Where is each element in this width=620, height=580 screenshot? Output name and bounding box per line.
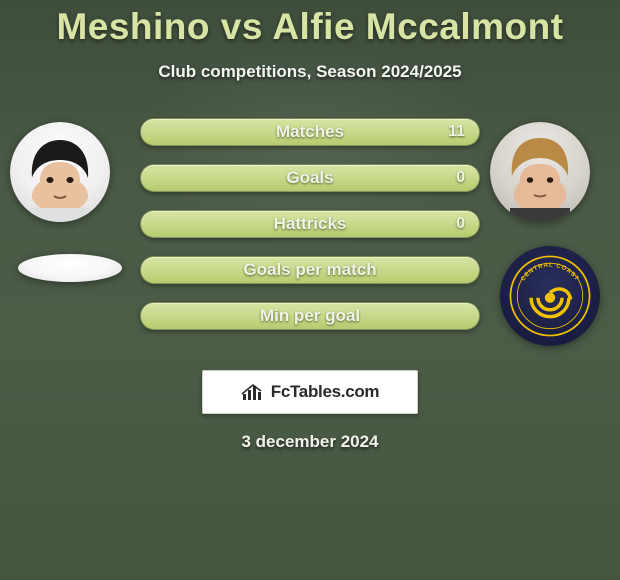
- stat-label: Goals per match: [243, 257, 376, 283]
- comparison-area: CENTRAL COAST Matches 11 Goals 0 Hattric…: [0, 114, 620, 364]
- infographic: Meshino vs Alfie Mccalmont Club competit…: [0, 0, 620, 580]
- stat-bar-goals: Goals 0: [140, 164, 480, 192]
- stat-label: Matches: [276, 119, 344, 145]
- stat-value: 0: [456, 211, 465, 237]
- date-text: 3 december 2024: [0, 432, 620, 452]
- page-title: Meshino vs Alfie Mccalmont: [0, 6, 620, 48]
- svg-text:CENTRAL COAST: CENTRAL COAST: [520, 263, 579, 283]
- player-right-avatar: [490, 122, 590, 222]
- stat-bar-min-per-goal: Min per goal: [140, 302, 480, 330]
- player-left-avatar: [10, 122, 110, 222]
- stat-label: Hattricks: [274, 211, 347, 237]
- stat-bar-hattricks: Hattricks 0: [140, 210, 480, 238]
- stat-label: Min per goal: [260, 303, 360, 329]
- stat-value: 11: [448, 119, 465, 145]
- subtitle: Club competitions, Season 2024/2025: [0, 62, 620, 82]
- mariners-crest-icon: CENTRAL COAST: [507, 253, 593, 339]
- stat-bar-matches: Matches 11: [140, 118, 480, 146]
- source-logo-text: FcTables.com: [271, 382, 380, 402]
- club-right-badge: CENTRAL COAST: [500, 246, 600, 346]
- player-right-face-icon: [490, 122, 590, 222]
- bar-chart-icon: [241, 382, 265, 402]
- stat-label: Goals: [286, 165, 333, 191]
- stat-value: 0: [456, 165, 465, 191]
- source-logo: FcTables.com: [202, 370, 418, 414]
- player-left-face-icon: [10, 122, 110, 222]
- club-left-badge: [18, 254, 122, 282]
- stat-bar-goals-per-match: Goals per match: [140, 256, 480, 284]
- stat-bars: Matches 11 Goals 0 Hattricks 0 Goals per…: [140, 118, 480, 348]
